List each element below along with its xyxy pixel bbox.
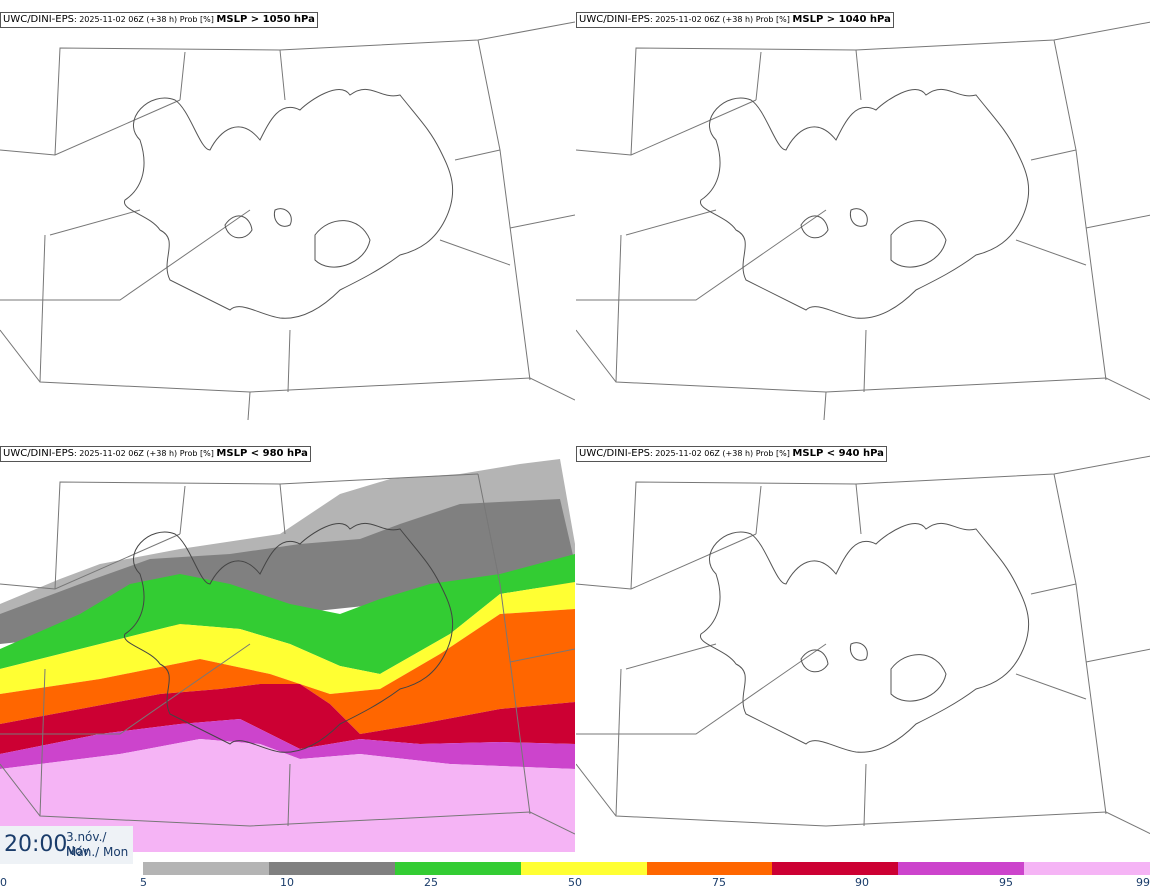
panel-title: UWC/DINI-EPS: 2025-11-02 06Z (+38 h) Pro… <box>576 12 894 28</box>
legend-colorbar <box>143 862 1150 875</box>
iceland-coastline <box>124 88 454 319</box>
panel-title: UWC/DINI-EPS: 2025-11-02 06Z (+38 h) Pro… <box>0 446 311 462</box>
legend-swatch <box>143 862 269 875</box>
map-panel-mslp-gt-1050: UWC/DINI-EPS: 2025-11-02 06Z (+38 h) Pro… <box>0 0 575 432</box>
legend-tick: 90 <box>855 876 869 889</box>
valid-date-line2: Mán./ Mon <box>66 845 129 859</box>
map-graticule <box>0 473 575 835</box>
panel-title: UWC/DINI-EPS: 2025-11-02 06Z (+38 h) Pro… <box>576 446 887 462</box>
legend-swatch <box>898 862 1025 875</box>
band-99-plus <box>0 739 575 852</box>
legend-tick: 99 <box>1136 876 1150 889</box>
panel-title: UWC/DINI-EPS: 2025-11-02 06Z (+38 h) Pro… <box>0 12 318 28</box>
legend-tick: 5 <box>140 876 147 889</box>
iceland-coastline <box>700 88 1030 319</box>
map-graticule <box>0 21 575 421</box>
valid-time: 20:00 <box>4 832 68 857</box>
legend-swatch <box>394 862 521 875</box>
iceland-coastline <box>124 522 454 753</box>
band-50-75 <box>0 582 575 694</box>
map-panel-mslp-lt-980: UWC/DINI-EPS: 2025-11-02 06Z (+38 h) Pro… <box>0 434 575 852</box>
map-panel-mslp-lt-940: UWC/DINI-EPS: 2025-11-02 06Z (+38 h) Pro… <box>576 434 1150 852</box>
legend-swatch <box>772 862 899 875</box>
legend-tick: 0 <box>0 876 7 889</box>
legend-swatch <box>268 862 395 875</box>
map-panel-mslp-gt-1040: UWC/DINI-EPS: 2025-11-02 06Z (+38 h) Pro… <box>576 0 1150 432</box>
legend-swatch <box>646 862 773 875</box>
map-graticule <box>576 455 1150 835</box>
color-legend: 0 5 10 25 50 75 90 95 99 <box>0 862 1150 891</box>
legend-tick: 95 <box>999 876 1013 889</box>
band-25-50 <box>0 554 575 674</box>
band-75-90 <box>0 609 575 734</box>
probability-field <box>0 459 575 852</box>
legend-tick: 25 <box>424 876 438 889</box>
valid-date-line1: 3.nóv./ Nov <box>66 830 107 858</box>
valid-time-box: 20:00 3.nóv./ Nov Mán./ Mon <box>0 826 133 864</box>
legend-swatch <box>520 862 647 875</box>
legend-swatch <box>1024 862 1150 875</box>
band-95-99 <box>0 719 575 769</box>
legend-tick: 10 <box>280 876 294 889</box>
legend-tick: 75 <box>712 876 726 889</box>
iceland-coastline <box>700 522 1030 753</box>
map-graticule <box>576 21 1150 421</box>
legend-tick: 50 <box>568 876 582 889</box>
band-90-95 <box>0 684 575 754</box>
